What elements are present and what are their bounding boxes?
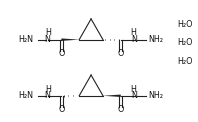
- Text: H₂O: H₂O: [178, 20, 193, 29]
- Text: O: O: [58, 105, 65, 114]
- Text: N: N: [132, 35, 138, 44]
- Text: N: N: [45, 91, 50, 100]
- Text: O: O: [58, 49, 65, 58]
- Text: NH₂: NH₂: [148, 35, 164, 44]
- Text: H: H: [131, 28, 137, 37]
- Text: H: H: [46, 28, 51, 37]
- Text: N: N: [45, 35, 50, 44]
- Text: H₂O: H₂O: [178, 38, 193, 47]
- Text: H₂N: H₂N: [19, 91, 34, 100]
- Text: H₂N: H₂N: [19, 35, 34, 44]
- Text: H: H: [131, 85, 137, 94]
- Text: NH₂: NH₂: [148, 91, 164, 100]
- Text: H: H: [46, 85, 51, 94]
- Polygon shape: [103, 95, 121, 97]
- Text: N: N: [132, 91, 138, 100]
- Text: H₂O: H₂O: [178, 56, 193, 66]
- Text: O: O: [118, 49, 124, 58]
- Text: O: O: [118, 105, 124, 114]
- Polygon shape: [61, 38, 79, 41]
